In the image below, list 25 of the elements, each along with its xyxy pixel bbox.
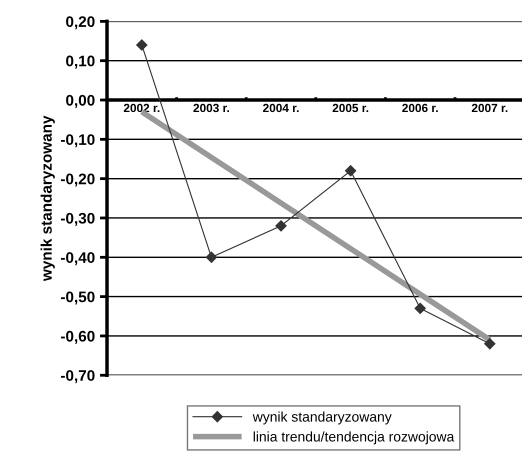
y-tick-label: 0,00 <box>66 94 95 108</box>
x-tick-label: 2004 r. <box>263 104 299 112</box>
legend-label: linia trendu/tendencja rozwojowa <box>254 431 454 444</box>
y-tick-label: -0,40 <box>60 252 95 266</box>
y-tick-label: -0,30 <box>60 212 95 226</box>
y-tick-label: 0,20 <box>66 16 95 30</box>
y-tick-label: -0,60 <box>60 330 95 344</box>
y-tick-label: -0,20 <box>60 174 95 187</box>
y-tick-label: -0,70 <box>60 370 95 384</box>
x-tick-label: 2002 r. <box>124 104 160 112</box>
point <box>136 39 148 51</box>
x-tick-label: 2003 r. <box>193 104 229 112</box>
x-tick-label: 2006 r. <box>402 104 438 112</box>
point <box>206 252 218 263</box>
y-tick-label: -0,50 <box>60 291 95 305</box>
legend-label: wynik standaryzowany <box>252 412 392 424</box>
point <box>345 165 356 176</box>
y-axis-title: wynik standaryzowany <box>40 116 55 282</box>
point <box>275 220 287 232</box>
x-tick-label: 2007 r. <box>472 104 508 112</box>
x-tick-label: 2005 r. <box>332 104 368 112</box>
point <box>414 302 426 314</box>
y-tick-label: -0,10 <box>60 134 95 148</box>
point <box>484 338 496 350</box>
y-tick-label: 0,10 <box>66 56 95 69</box>
